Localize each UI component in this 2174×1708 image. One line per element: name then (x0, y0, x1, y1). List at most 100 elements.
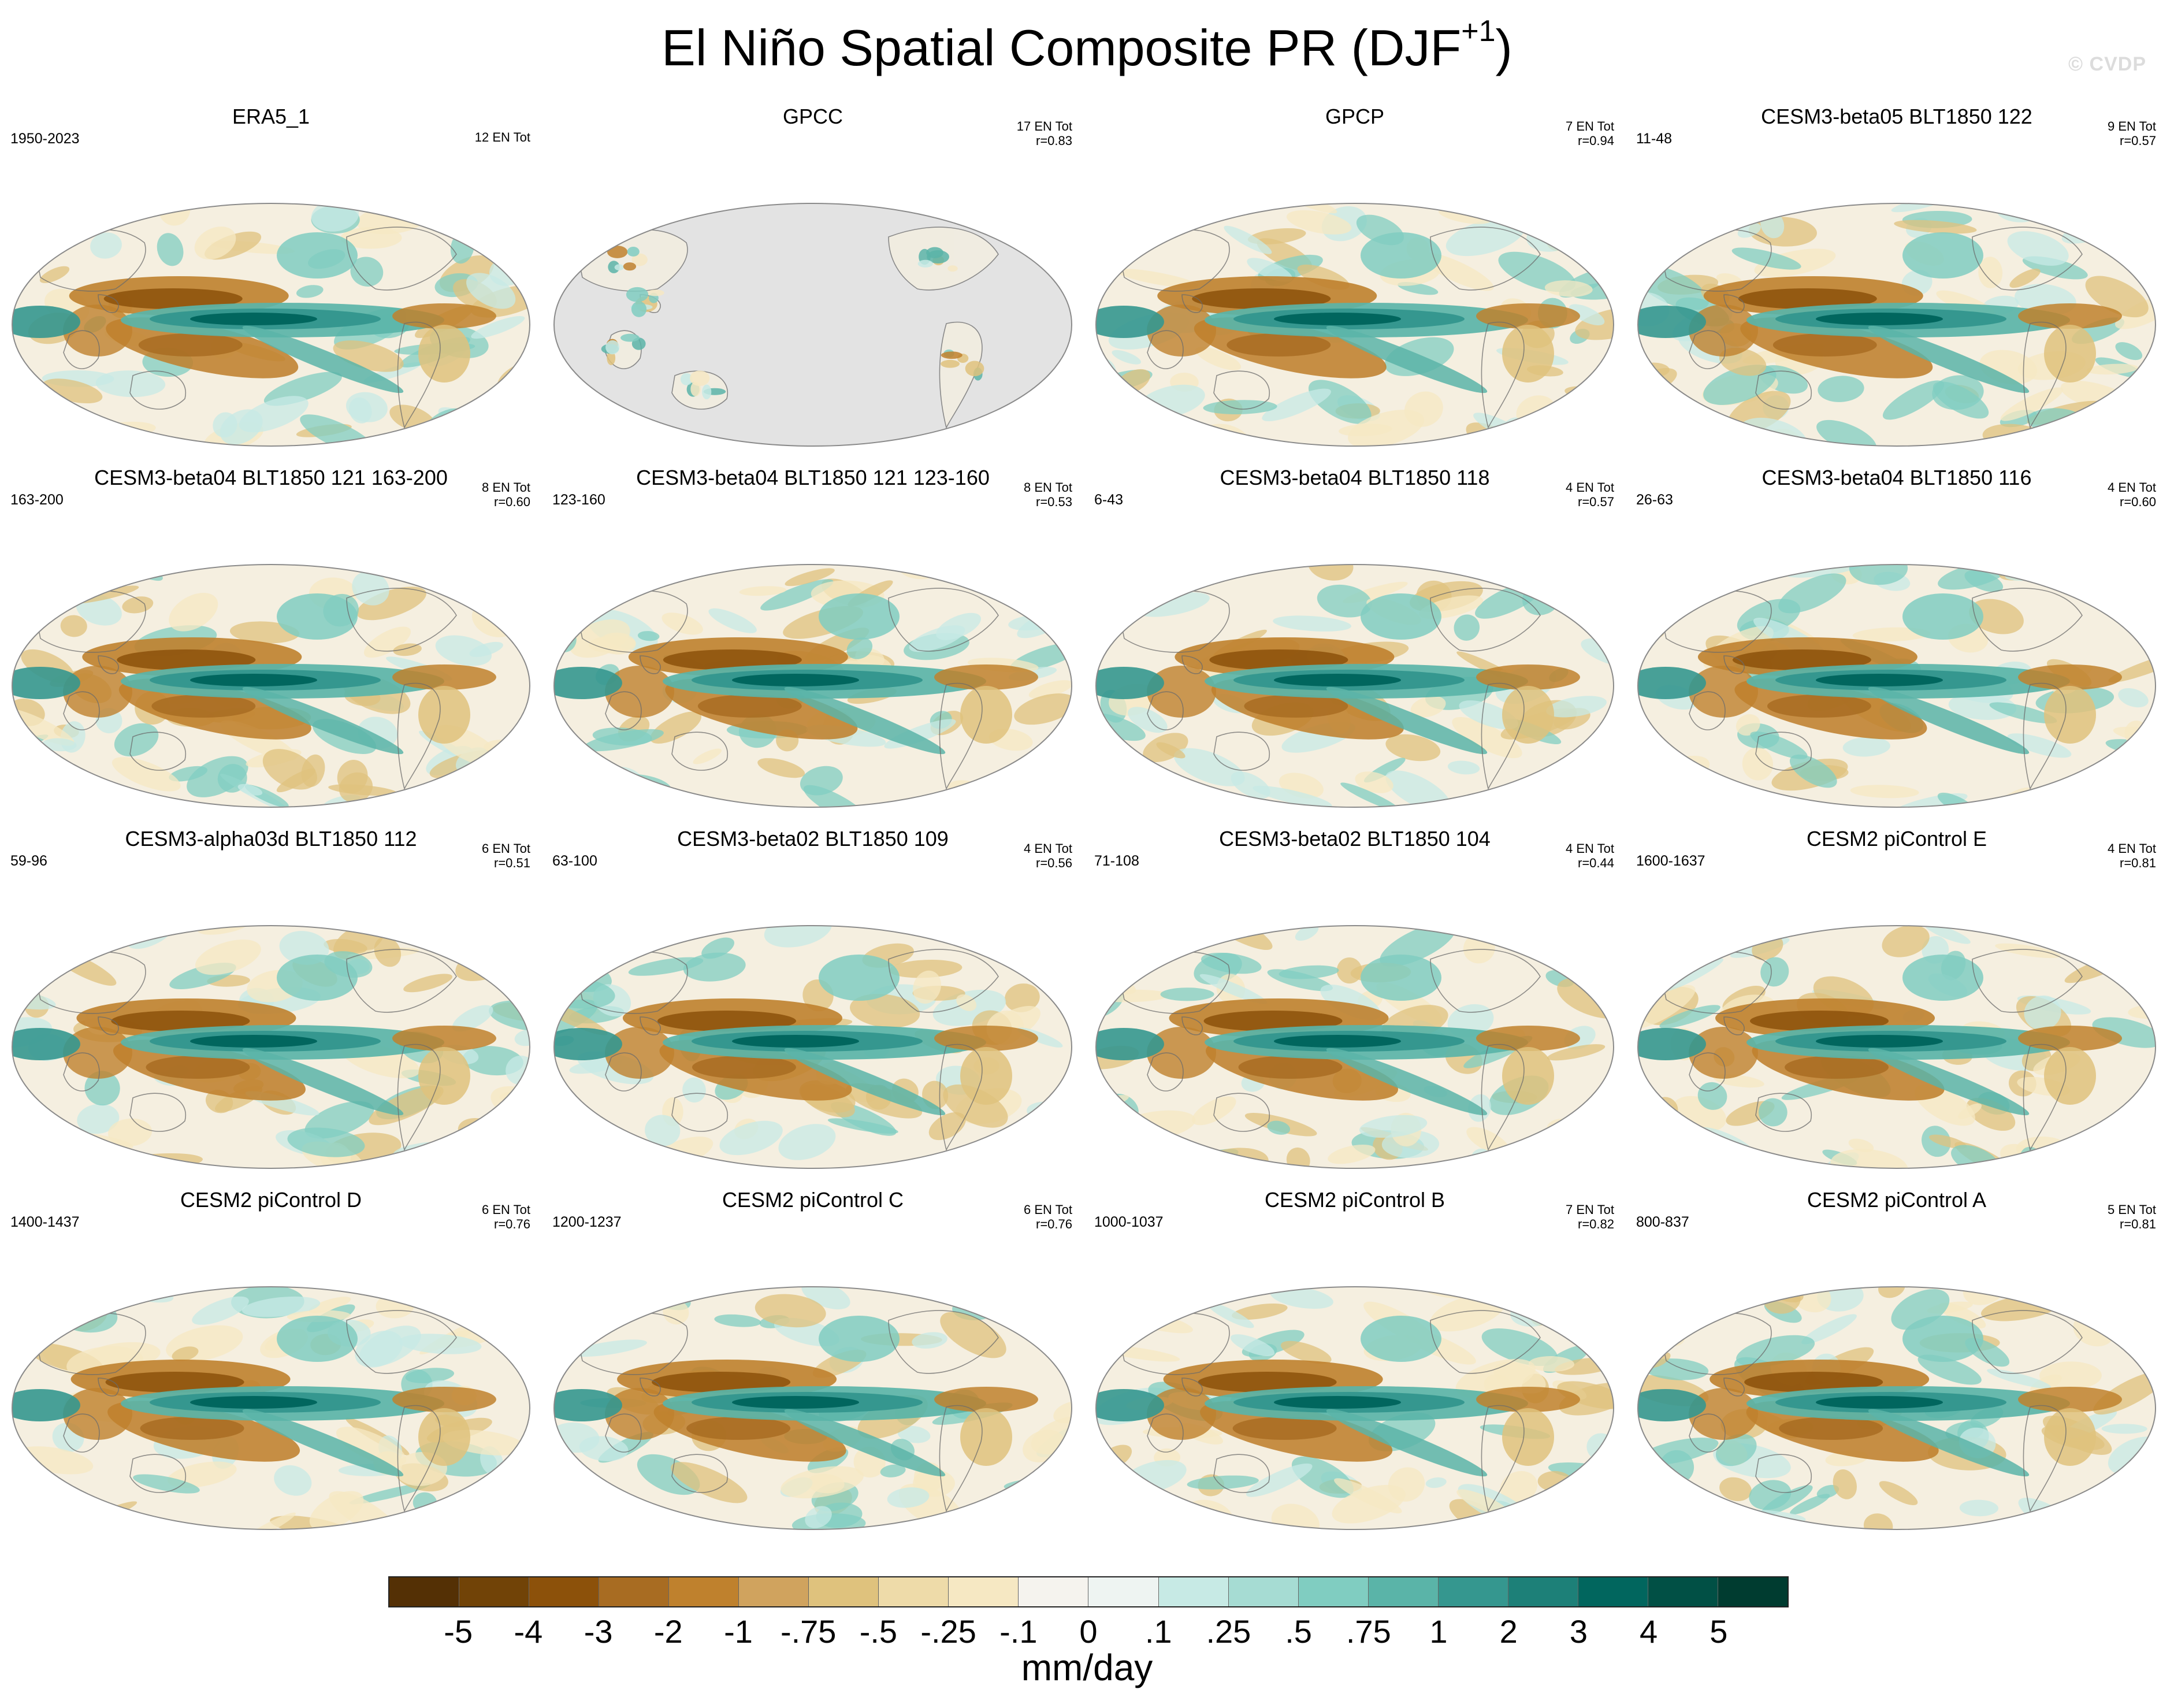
panel-stats: 6 EN Tot r=0.76 (482, 1202, 530, 1231)
colorbar-tick-label: 2 (1499, 1613, 1518, 1650)
panel-title: CESM3-beta04 BLT1850 116 (1762, 466, 2032, 489)
colorbar-swatch (1298, 1577, 1369, 1606)
colorbar-swatch (529, 1577, 600, 1606)
event-count: 17 EN Tot (1016, 119, 1072, 133)
panel-stats: 8 EN Tot r=0.60 (482, 480, 530, 509)
map-panel: GPCC 17 EN Tot r=0.83 (542, 104, 1084, 465)
pattern-correlation: r=0.60 (494, 495, 530, 509)
pattern-correlation: r=0.60 (2120, 495, 2156, 509)
panel-title: CESM3-beta05 BLT1850 122 (1761, 105, 2032, 128)
panel-years: 123-160 (552, 492, 605, 508)
precip-map (1637, 564, 2156, 808)
panel-title: CESM3-alpha03d BLT1850 112 (125, 827, 417, 851)
precip-map (553, 925, 1072, 1169)
map-panel: CESM3-beta04 BLT1850 116 26-63 4 EN Tot r=0… (1626, 465, 2168, 826)
panel-stats: 12 EN Tot (475, 130, 530, 144)
colorbar-tick-label: 1 (1429, 1613, 1448, 1650)
colorbar-tick-label: -.75 (780, 1613, 837, 1650)
panel-stats: 6 EN Tot r=0.76 (1024, 1202, 1072, 1231)
colorbar-swatch (1438, 1577, 1508, 1606)
map-panel: CESM2 piControl C 1200-1237 6 EN Tot r=0.76 (542, 1187, 1084, 1549)
colorbar-tick-label: 4 (1640, 1613, 1658, 1650)
event-count: 9 EN Tot (2108, 119, 2156, 133)
pattern-correlation: r=0.82 (1578, 1217, 1614, 1231)
panel-title: CESM2 piControl B (1264, 1188, 1445, 1212)
colorbar-tick-label: 3 (1569, 1613, 1588, 1650)
map-panel: CESM3-beta04 BLT1850 121 123-160 123-160 8… (542, 465, 1084, 826)
precip-map (1095, 564, 1614, 808)
colorbar-swatch (1228, 1577, 1299, 1606)
colorbar-swatch (1158, 1577, 1229, 1606)
precip-map (553, 203, 1072, 447)
pattern-correlation: r=0.83 (1036, 133, 1072, 148)
precip-map (1637, 1286, 2156, 1530)
colorbar-swatch (879, 1577, 949, 1606)
colorbar-swatch (1368, 1577, 1439, 1606)
colorbar-swatch (739, 1577, 809, 1606)
map-panel: CESM2 piControl A 800-837 5 EN Tot r=0.81 (1626, 1187, 2168, 1549)
colorbar-tick-label: -.5 (859, 1613, 898, 1650)
map-panel: CESM3-beta04 BLT1850 121 163-200 163-200 8… (0, 465, 542, 826)
event-count: 4 EN Tot (1566, 841, 1614, 856)
panel-years: 59-96 (10, 853, 47, 869)
panel-title: ERA5_1 (232, 105, 310, 128)
precip-map (1637, 203, 2156, 447)
pattern-correlation: r=0.51 (494, 856, 530, 870)
pattern-correlation: r=0.53 (1036, 495, 1072, 509)
colorbar-swatch (1648, 1577, 1718, 1606)
precip-map (1095, 1286, 1614, 1530)
event-count: 6 EN Tot (1024, 1202, 1072, 1217)
panel-stats: 5 EN Tot r=0.81 (2108, 1202, 2156, 1231)
panel-years: 63-100 (552, 853, 597, 869)
colorbar-tick-label: 5 (1710, 1613, 1728, 1650)
panel-title: CESM3-beta02 BLT1850 109 (677, 827, 949, 851)
map-panel: CESM3-beta05 BLT1850 122 11-48 9 EN Tot r=0… (1626, 104, 2168, 465)
colorbar-swatch (1088, 1577, 1159, 1606)
precip-map (1095, 925, 1614, 1169)
colorbar-swatch (809, 1577, 879, 1606)
panel-years: 11-48 (1636, 131, 1673, 147)
panel-title: CESM2 piControl D (180, 1188, 362, 1212)
panel-title: CESM2 piControl A (1807, 1188, 1987, 1212)
colorbar-tick-label: 0 (1079, 1613, 1098, 1650)
pattern-correlation: r=0.81 (2120, 1217, 2156, 1231)
map-panel: CESM3-beta04 BLT1850 118 6-43 4 EN Tot r=0.… (1084, 465, 1626, 826)
panel-years: 1200-1237 (552, 1214, 622, 1230)
colorbar-swatch (1019, 1577, 1089, 1606)
event-count: 6 EN Tot (482, 841, 530, 856)
colorbar-tick-label: .5 (1285, 1613, 1312, 1650)
pattern-correlation: r=0.94 (1578, 133, 1614, 148)
pattern-correlation: r=0.57 (2120, 133, 2156, 148)
panel-stats: 9 EN Tot r=0.57 (2108, 119, 2156, 148)
colorbar-swatch (459, 1577, 530, 1606)
figure-title: El Niño Spatial Composite PR (DJF+1) (662, 14, 1512, 76)
colorbar-swatch (1578, 1577, 1648, 1606)
panel-stats: 4 EN Tot r=0.56 (1024, 841, 1072, 870)
panel-years: 163-200 (10, 492, 64, 508)
colorbar-tick-label: -1 (724, 1613, 753, 1650)
panel-title: CESM2 piControl E (1806, 827, 1987, 851)
panel-years: 1000-1037 (1094, 1214, 1164, 1230)
event-count: 4 EN Tot (2108, 480, 2156, 495)
pattern-correlation: r=0.44 (1578, 856, 1614, 870)
panel-title: CESM3-beta04 BLT1850 118 (1220, 466, 1490, 489)
colorbar-tick-label: .1 (1144, 1613, 1172, 1650)
event-count: 5 EN Tot (2108, 1202, 2156, 1217)
colorbar-swatch (599, 1577, 670, 1606)
map-panel: GPCP 7 EN Tot r=0.94 (1084, 104, 1626, 465)
colorbar-tick-label: -2 (653, 1613, 683, 1650)
panel-years: 6-43 (1094, 492, 1124, 508)
panel-years: 1950-2023 (10, 131, 80, 147)
event-count: 7 EN Tot (1566, 119, 1614, 133)
event-count: 4 EN Tot (2108, 841, 2156, 856)
colorbar-tick-label: -3 (584, 1613, 613, 1650)
panel-stats: 7 EN Tot r=0.82 (1566, 1202, 1614, 1231)
colorbar (388, 1576, 1789, 1607)
pattern-correlation: r=0.56 (1036, 856, 1072, 870)
panel-title: GPCC (782, 105, 843, 128)
event-count: 7 EN Tot (1566, 1202, 1614, 1217)
event-count: 8 EN Tot (1024, 480, 1072, 495)
precip-map (553, 1286, 1072, 1530)
precip-map (1095, 203, 1614, 447)
panel-stats: 4 EN Tot r=0.44 (1566, 841, 1614, 870)
